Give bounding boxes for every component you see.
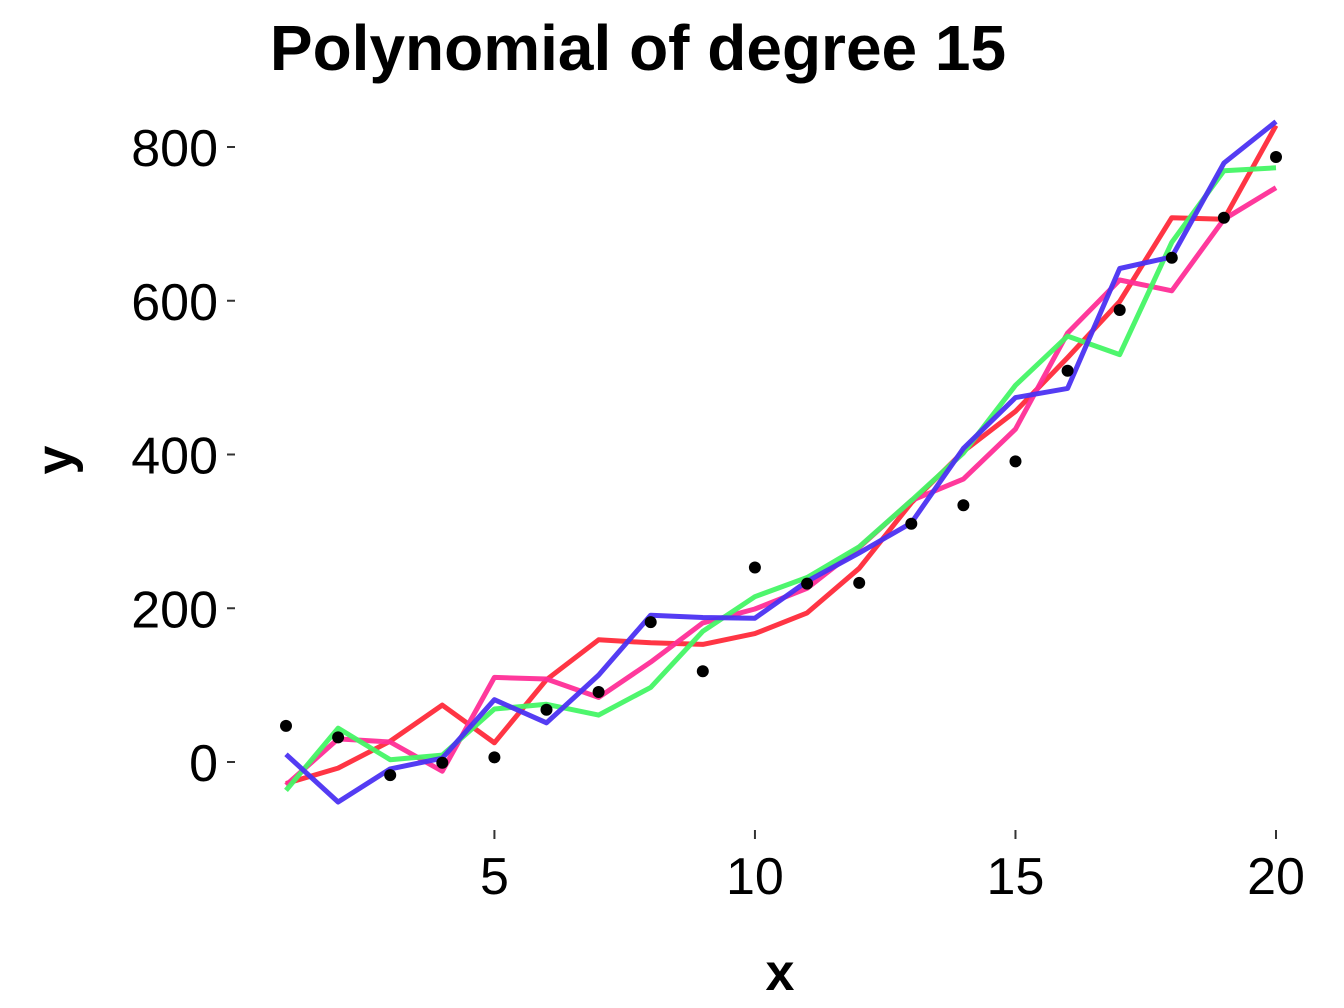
y-tick-label: 600 bbox=[131, 274, 218, 332]
data-point bbox=[905, 517, 918, 530]
y-tick-label: 400 bbox=[131, 428, 218, 486]
x-tick-label: 10 bbox=[726, 848, 784, 906]
data-point bbox=[436, 756, 449, 769]
fit-line-4 bbox=[284, 119, 1278, 805]
y-axis: 0 200 400 600 800 bbox=[131, 120, 235, 793]
data-point bbox=[332, 731, 345, 744]
series-lines bbox=[284, 119, 1279, 805]
data-point bbox=[280, 719, 292, 732]
y-tick-label: 800 bbox=[131, 120, 218, 178]
data-point bbox=[853, 576, 866, 589]
data-point bbox=[644, 616, 657, 629]
fit-line-2 bbox=[284, 185, 1278, 787]
chart-title: Polynomial of degree 15 bbox=[270, 12, 1006, 84]
x-axis: 5 10 15 20 bbox=[480, 830, 1305, 906]
data-point bbox=[592, 686, 605, 698]
x-tick-label: 15 bbox=[987, 848, 1045, 906]
fit-line-1 bbox=[285, 124, 1279, 786]
data-point bbox=[801, 577, 814, 590]
y-tick-label: 200 bbox=[131, 581, 218, 639]
data-point bbox=[1270, 151, 1282, 163]
x-axis-label: x bbox=[766, 944, 795, 1002]
fit-line-3 bbox=[284, 165, 1277, 793]
data-point bbox=[488, 751, 501, 764]
data-point bbox=[696, 665, 709, 678]
y-tick-label: 0 bbox=[189, 735, 218, 793]
x-tick-label: 5 bbox=[480, 848, 509, 906]
data-point bbox=[1009, 455, 1022, 468]
data-point bbox=[1217, 211, 1230, 224]
data-point bbox=[1113, 304, 1126, 316]
data-point bbox=[957, 499, 970, 512]
data-point bbox=[748, 561, 761, 574]
data-point bbox=[1165, 251, 1178, 264]
data-point bbox=[384, 769, 397, 782]
y-axis-label: y bbox=[26, 445, 84, 474]
data-point bbox=[540, 703, 553, 716]
data-point bbox=[1061, 364, 1074, 377]
x-tick-label: 20 bbox=[1247, 848, 1305, 906]
observed-points bbox=[280, 151, 1282, 782]
